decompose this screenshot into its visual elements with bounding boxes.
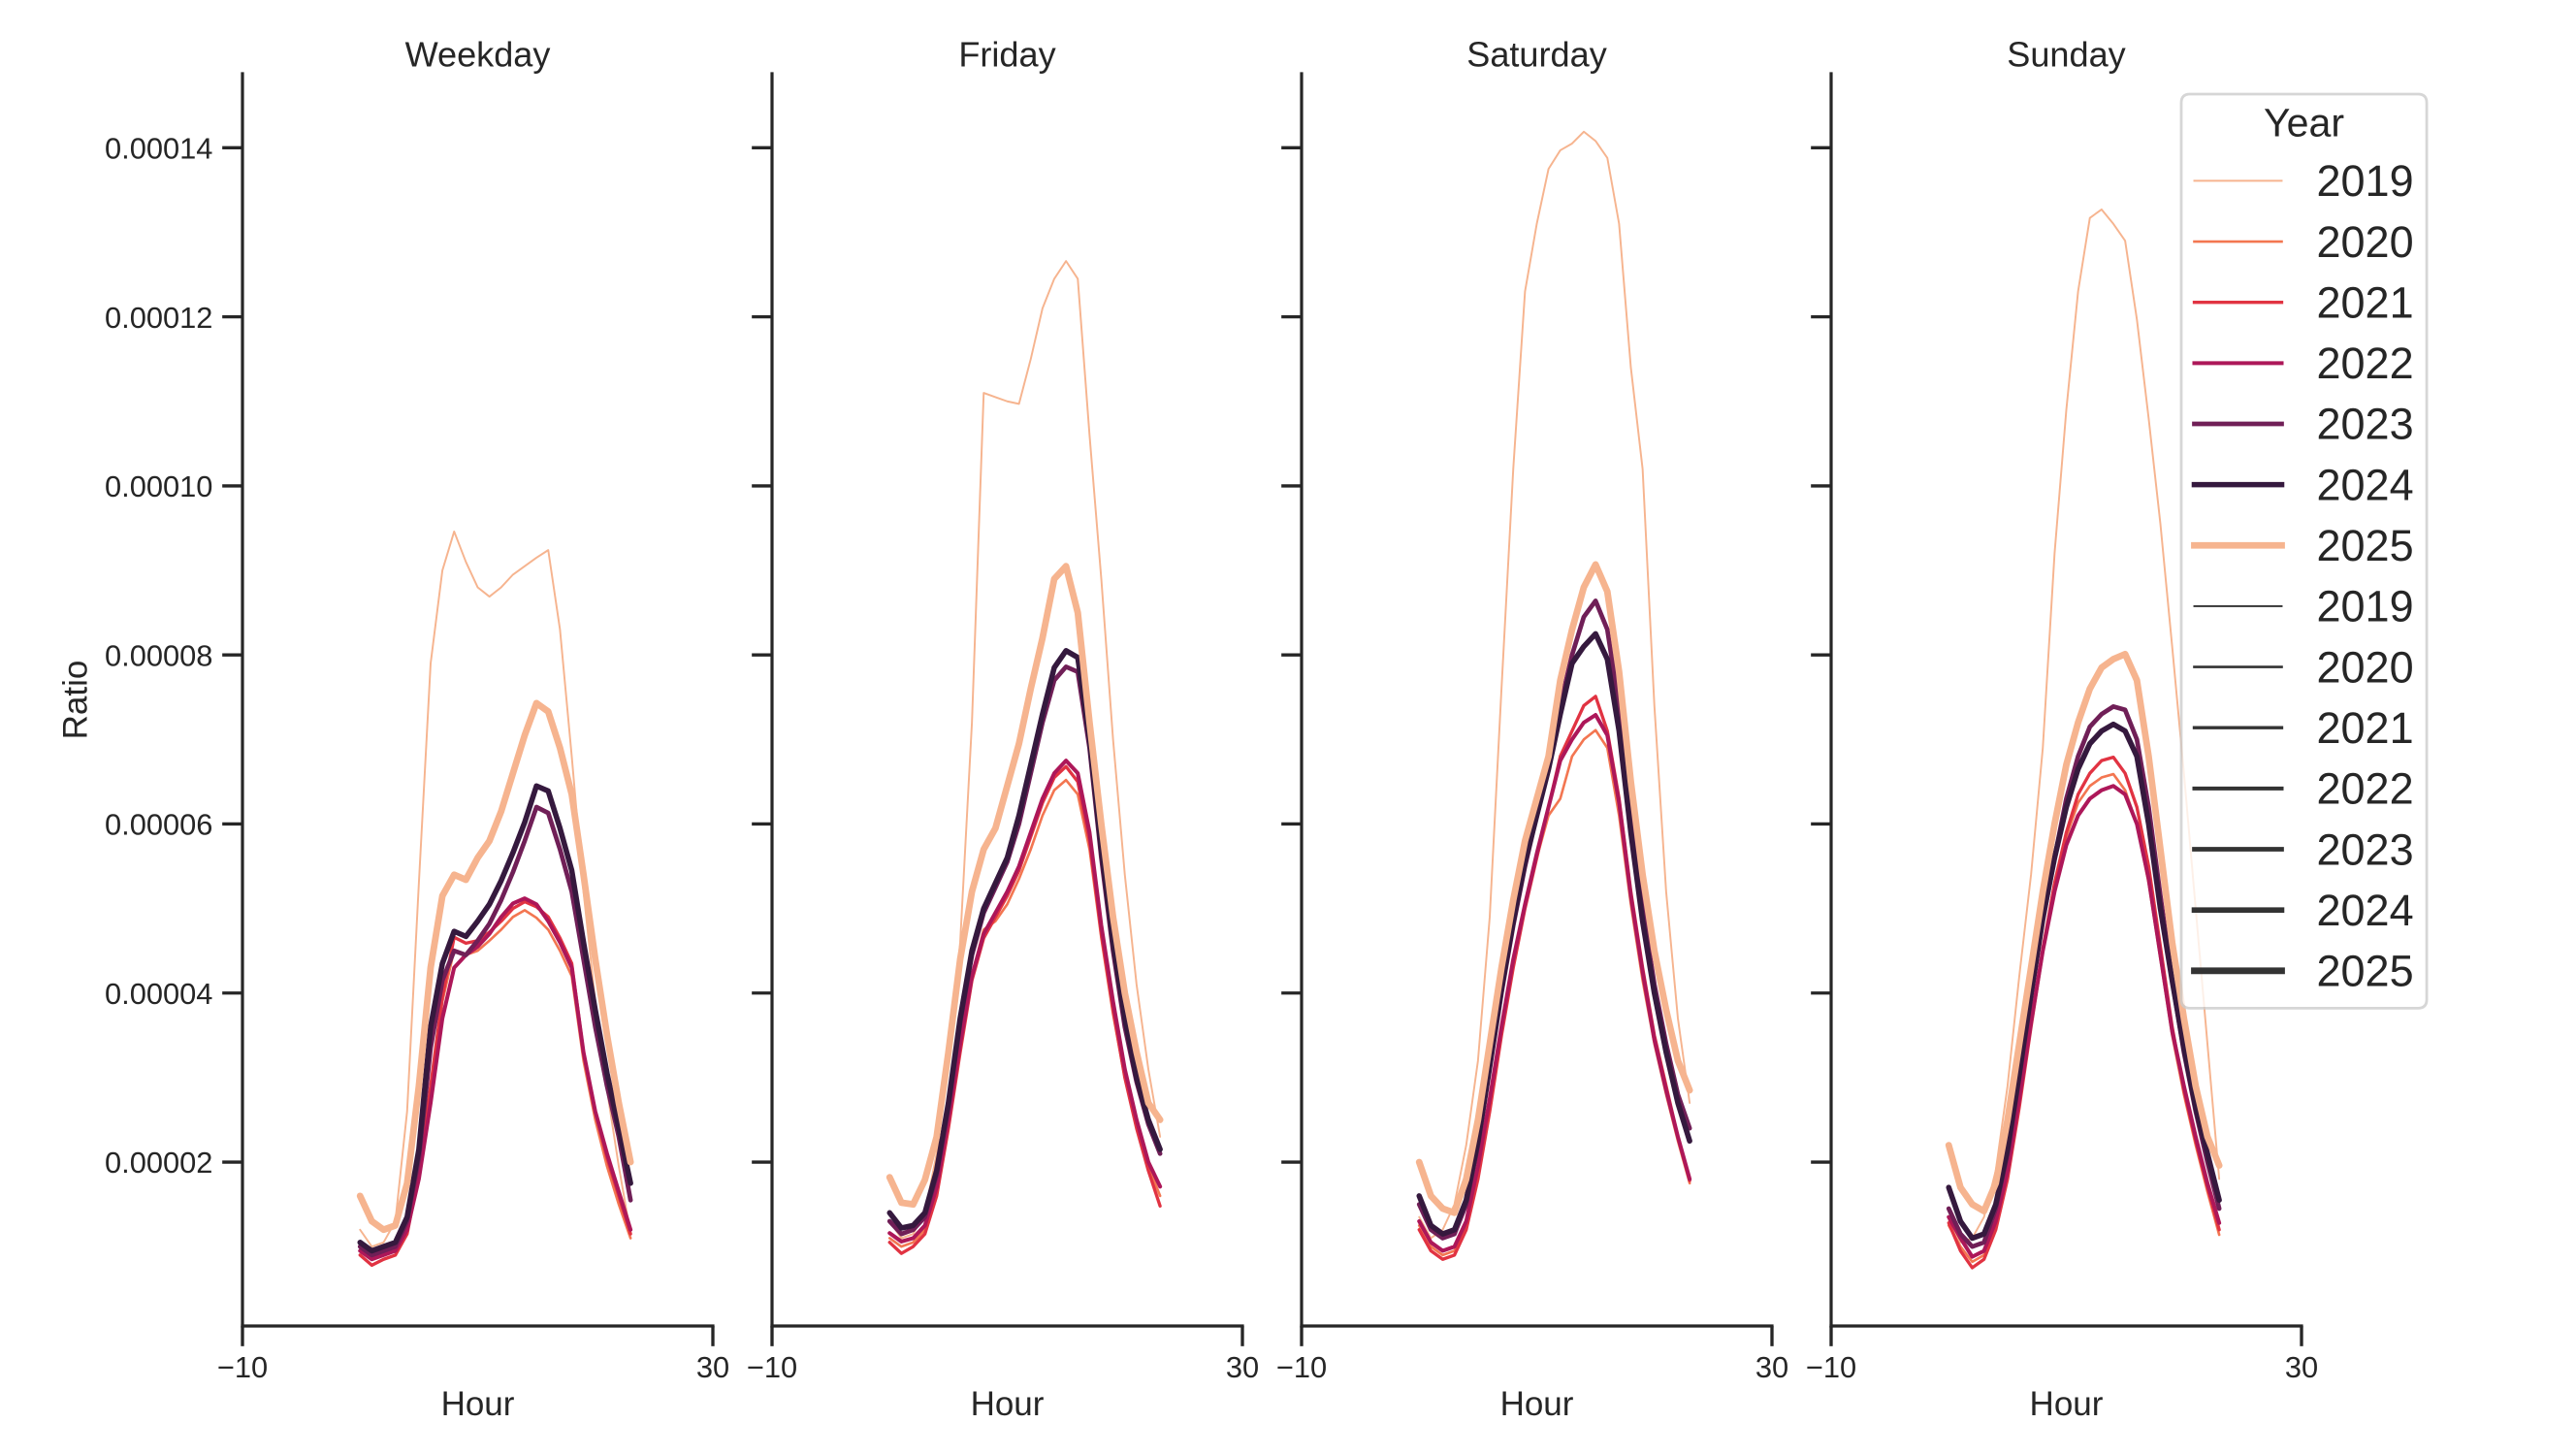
svg-text:Weekday: Weekday xyxy=(405,35,551,75)
svg-text:Hour: Hour xyxy=(441,1385,515,1423)
svg-text:2020: 2020 xyxy=(2316,217,2413,267)
svg-text:2019: 2019 xyxy=(2316,156,2413,206)
svg-text:−10: −10 xyxy=(217,1350,268,1384)
svg-text:−10: −10 xyxy=(747,1350,797,1384)
svg-text:0.00002: 0.00002 xyxy=(105,1146,212,1180)
svg-text:0.00012: 0.00012 xyxy=(105,301,212,335)
svg-text:2025: 2025 xyxy=(2316,521,2413,570)
svg-text:Friday: Friday xyxy=(958,35,1055,75)
svg-text:Hour: Hour xyxy=(2030,1385,2104,1423)
svg-text:30: 30 xyxy=(1755,1350,1788,1384)
svg-text:−10: −10 xyxy=(1276,1350,1327,1384)
svg-text:30: 30 xyxy=(696,1350,729,1384)
svg-text:2023: 2023 xyxy=(2316,400,2413,449)
svg-text:2022: 2022 xyxy=(2316,764,2413,814)
svg-text:Ratio: Ratio xyxy=(57,661,95,740)
svg-text:2023: 2023 xyxy=(2316,824,2413,874)
svg-text:0.00014: 0.00014 xyxy=(105,132,212,166)
svg-text:0.00004: 0.00004 xyxy=(105,977,212,1011)
svg-text:−10: −10 xyxy=(1806,1350,1856,1384)
svg-text:Saturday: Saturday xyxy=(1466,35,1607,75)
svg-text:0.00006: 0.00006 xyxy=(105,808,212,842)
svg-text:0.00008: 0.00008 xyxy=(105,638,212,672)
svg-text:2024: 2024 xyxy=(2316,460,2413,509)
svg-text:Hour: Hour xyxy=(1500,1385,1574,1423)
svg-text:0.00010: 0.00010 xyxy=(105,469,212,503)
svg-text:2024: 2024 xyxy=(2316,886,2413,935)
svg-text:2020: 2020 xyxy=(2316,642,2413,692)
svg-text:2021: 2021 xyxy=(2316,703,2413,753)
svg-text:2021: 2021 xyxy=(2316,277,2413,327)
svg-text:Year: Year xyxy=(2264,100,2344,145)
svg-text:2022: 2022 xyxy=(2316,339,2413,388)
svg-text:Hour: Hour xyxy=(971,1385,1045,1423)
svg-text:2025: 2025 xyxy=(2316,947,2413,996)
svg-text:30: 30 xyxy=(1226,1350,1259,1384)
svg-text:30: 30 xyxy=(2285,1350,2318,1384)
svg-text:2019: 2019 xyxy=(2316,582,2413,631)
svg-text:Sunday: Sunday xyxy=(2007,35,2125,75)
